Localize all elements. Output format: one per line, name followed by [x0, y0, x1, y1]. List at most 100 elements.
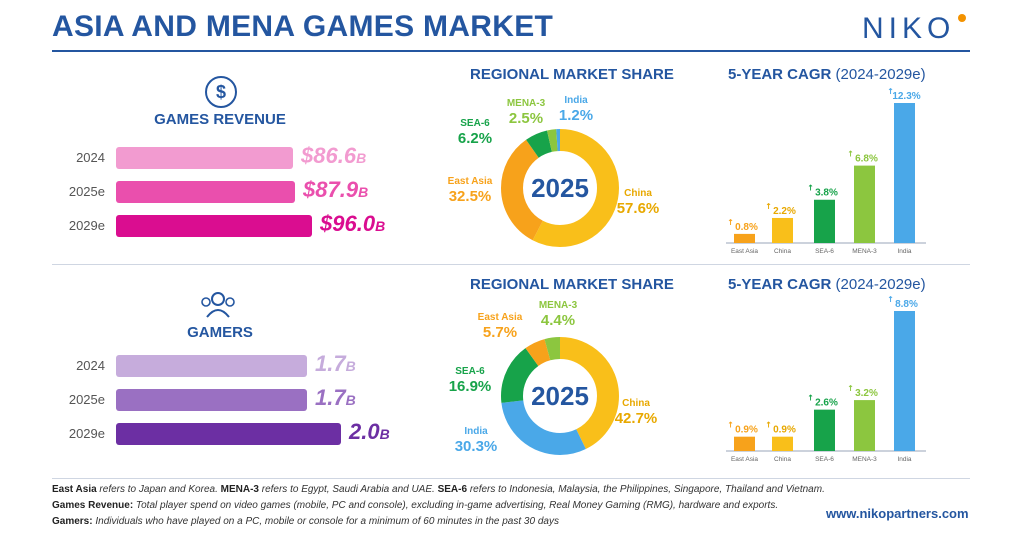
page-title: ASIA AND MENA GAMES MARKET: [52, 10, 554, 43]
cagr-bar-east-asia: [734, 233, 755, 243]
bar-2029e: [116, 215, 312, 237]
donut-slice-mena-3: [501, 337, 619, 455]
cagr-bar-sea-6: [814, 409, 835, 451]
donut-slice-sea-6: [501, 337, 619, 455]
bar-2024: [116, 355, 307, 377]
donut-slice-east-asia: [501, 129, 619, 247]
cagr-bar-mena-3: [854, 400, 875, 451]
cagr-value-label: 2.2%: [773, 206, 796, 217]
logo-dot: [958, 14, 966, 22]
cagr-bar-china: [772, 436, 793, 451]
up-arrow-icon: ↑: [847, 150, 854, 159]
bar-value-label: 1.7B: [315, 385, 356, 410]
slice-value-label: 16.9%: [449, 378, 492, 395]
gamers-cagr-title: 5-YEAR CAGR (2024-2029e): [728, 276, 926, 293]
cagr-bar-sea-6: [814, 199, 835, 243]
slice-value-label: 5.7%: [483, 324, 517, 341]
cagr-category-label: China: [774, 456, 791, 463]
slice-value-label: 2.5%: [509, 110, 543, 127]
slice-name-label: India: [564, 95, 588, 106]
title-underline: [52, 50, 970, 52]
bar-2029e: [116, 423, 341, 445]
up-arrow-icon: ↑: [765, 202, 772, 211]
dollar-icon: $: [205, 76, 237, 108]
website-link[interactable]: www.nikopartners.com: [826, 506, 969, 521]
donut-ring: [501, 337, 619, 455]
slice-name-label: SEA-6: [455, 366, 485, 377]
cagr-category-label: SEA-6: [815, 456, 834, 463]
bar-year-label: 2025e: [68, 184, 105, 199]
up-arrow-icon: ↑: [887, 296, 894, 304]
slice-value-label: 6.2%: [458, 130, 492, 147]
up-arrow-icon: ↑: [807, 184, 814, 193]
cagr-value-label: 12.3%: [892, 91, 920, 102]
footer-divider: [52, 478, 970, 479]
slice-name-label: East Asia: [478, 312, 523, 323]
bar-2025e: [116, 181, 295, 203]
cagr-value-label: 8.8%: [895, 299, 918, 310]
cagr-category-label: East Asia: [731, 456, 758, 463]
slice-value-label: 30.3%: [455, 438, 498, 455]
slice-value-label: 42.7%: [615, 410, 658, 427]
revenue-cagr-title: 5-YEAR CAGR (2024-2029e): [728, 66, 926, 83]
up-arrow-icon: ↑: [887, 88, 894, 96]
donut-center-label: 2025: [531, 381, 589, 411]
cagr-category-label: MENA-3: [852, 456, 877, 463]
donut-center-label: 2025: [531, 173, 589, 203]
niko-logo: NIKO: [862, 12, 956, 45]
cagr-category-label: India: [897, 248, 911, 255]
bar-value-label: $87.9B: [303, 177, 369, 202]
bar-value-label: $96.0B: [320, 211, 386, 236]
slice-value-label: 1.2%: [559, 107, 593, 124]
footnote-gamers: Gamers: Individuals who have played on a…: [52, 516, 559, 527]
up-arrow-icon: ↑: [727, 218, 734, 227]
revenue-share-title: REGIONAL MARKET SHARE: [470, 66, 674, 83]
cagr-bar-mena-3: [854, 165, 875, 243]
slice-value-label: 32.5%: [449, 188, 492, 205]
bar-value-label: 1.7B: [315, 351, 356, 376]
bar-year-label: 2029e: [68, 218, 105, 233]
footnote-revenue: Games Revenue: Total player spend on vid…: [52, 500, 779, 511]
section-divider: [52, 264, 970, 265]
bar-year-label: 2024: [76, 358, 105, 373]
bar-value-label: $86.6B: [301, 143, 367, 168]
bar-2024: [116, 147, 293, 169]
slice-name-label: East Asia: [448, 176, 493, 187]
cagr-bar-india: [894, 311, 915, 451]
donut-slice-india: [501, 129, 619, 247]
slice-value-label: 4.4%: [541, 312, 575, 329]
slice-name-label: India: [464, 426, 488, 437]
slice-name-label: China: [624, 188, 652, 199]
donut-slice-india: [501, 337, 619, 455]
bar-value-label: 2.0B: [349, 419, 390, 444]
gamers-share-title: REGIONAL MARKET SHARE: [470, 276, 674, 293]
cagr-category-label: MENA-3: [852, 248, 877, 255]
up-arrow-icon: ↑: [807, 394, 814, 403]
bar-year-label: 2025e: [68, 392, 105, 407]
cagr-value-label: 6.8%: [855, 154, 878, 165]
gamers-cagr-chart: 0.9%↑East Asia0.9%↑China2.6%↑SEA-63.2%↑M…: [726, 296, 926, 463]
revenue-cagr-chart: 0.8%↑East Asia2.2%↑China3.8%↑SEA-66.8%↑M…: [726, 88, 926, 255]
cagr-bar-east-asia: [734, 436, 755, 451]
cagr-bar-china: [772, 217, 793, 243]
slice-name-label: China: [622, 398, 650, 409]
gamers-label: GAMERS: [187, 324, 253, 341]
footnote-regions: East Asia refers to Japan and Korea. MEN…: [52, 484, 825, 495]
games-revenue-label: GAMES REVENUE: [154, 111, 286, 128]
slice-name-label: SEA-6: [460, 118, 490, 129]
cagr-category-label: East Asia: [731, 248, 758, 255]
cagr-value-label: 3.2%: [855, 388, 878, 399]
cagr-value-label: 0.8%: [735, 222, 758, 233]
up-arrow-icon: ↑: [765, 421, 772, 430]
cagr-category-label: SEA-6: [815, 248, 834, 255]
cagr-category-label: China: [774, 248, 791, 255]
bar-2025e: [116, 389, 307, 411]
slice-name-label: MENA-3: [507, 98, 546, 109]
up-arrow-icon: ↑: [727, 421, 734, 430]
bar-year-label: 2024: [76, 150, 105, 165]
cagr-bar-india: [894, 103, 915, 243]
slice-name-label: MENA-3: [539, 300, 578, 311]
cagr-value-label: 0.9%: [773, 425, 796, 436]
